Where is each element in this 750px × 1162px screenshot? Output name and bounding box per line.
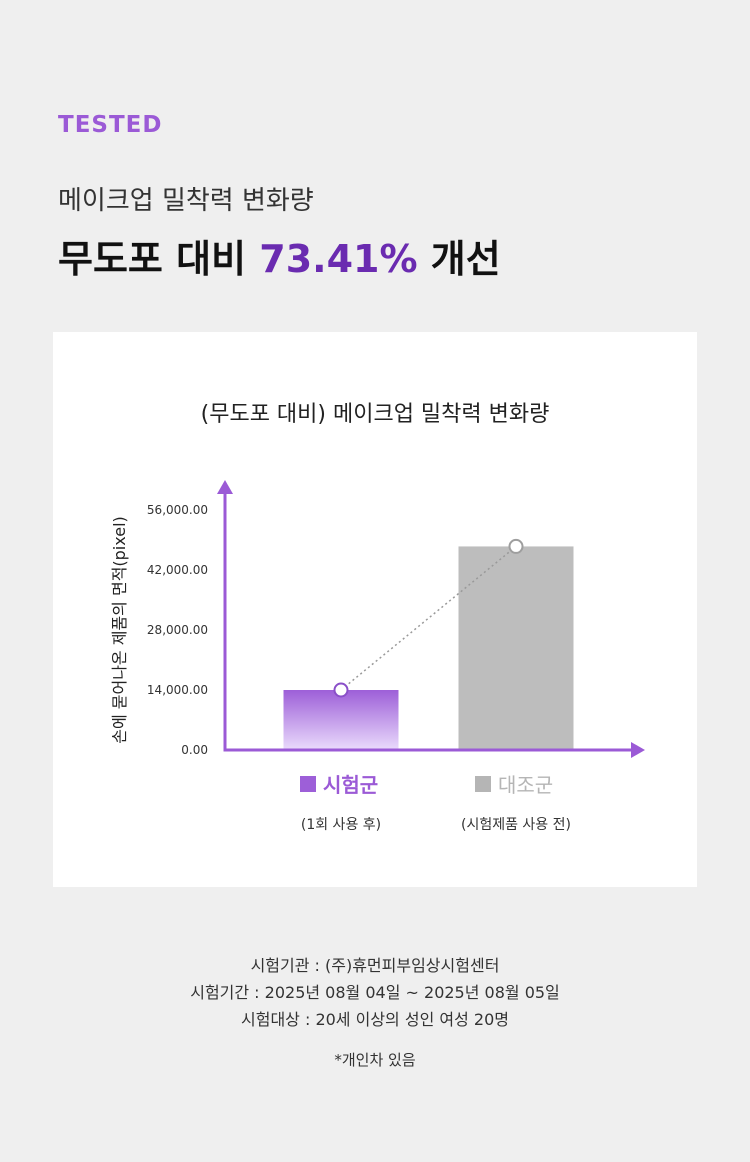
data-point — [508, 538, 524, 554]
page-headline: 무도포 대비 73.41% 개선 — [58, 228, 501, 283]
y-tick-label: 28,000.00 — [147, 623, 208, 637]
bar-chart: 0.00 14,000.00 28,000.00 42,000.00 56,000.00… — [110, 480, 645, 833]
y-tick-label: 0.00 — [181, 743, 208, 757]
data-point — [333, 682, 349, 698]
page-subtitle: 메이크업 밀착력 변화량 — [58, 186, 314, 216]
category-note: (시험제품 사용 전) — [461, 817, 571, 833]
headline-value: 73.41% — [259, 237, 418, 281]
test-institution: 시험기관 : (주)휴먼피부임상시험센터 — [250, 956, 500, 975]
headline-suffix: 개선 — [430, 237, 501, 281]
chart-title: (무도포 대비) 메이크업 밀착력 변화량 — [200, 402, 550, 427]
category-label: 대조군 — [498, 773, 553, 797]
disclaimer-note: *개인차 있음 — [334, 1051, 416, 1069]
y-tick-label: 56,000.00 — [147, 503, 208, 517]
test-subjects: 시험대상 : 20세 이상의 성인 여성 20명 — [241, 1010, 509, 1029]
control-group-bar — [458, 546, 574, 750]
y-tick-label: 14,000.00 — [147, 683, 208, 697]
test-group-bar — [283, 690, 399, 750]
x-axis-arrow — [631, 742, 645, 758]
category-label: 시험군 — [323, 773, 378, 797]
y-axis-label: 손에 묻어나온 제품의 면적(pixel) — [110, 516, 129, 744]
test-info: 시험기관 : (주)휴먼피부임상시험센터 시험기간 : 2025년 08월 04… — [0, 952, 750, 1074]
y-tick-label: 42,000.00 — [147, 563, 208, 577]
test-period: 시험기간 : 2025년 08월 04일 ~ 2025년 08월 05일 — [190, 983, 560, 1002]
eyebrow-label: TESTED — [58, 112, 163, 138]
category-marker-square — [475, 776, 491, 792]
category-marker-square — [300, 776, 316, 792]
headline-prefix: 무도포 대비 — [58, 237, 247, 281]
y-axis-arrow — [217, 480, 233, 494]
category-note: (1회 사용 후) — [301, 817, 381, 833]
chart-card: (무도포 대비) 메이크업 밀착력 변화량 0.00 14,000.00 28,00… — [53, 332, 697, 887]
